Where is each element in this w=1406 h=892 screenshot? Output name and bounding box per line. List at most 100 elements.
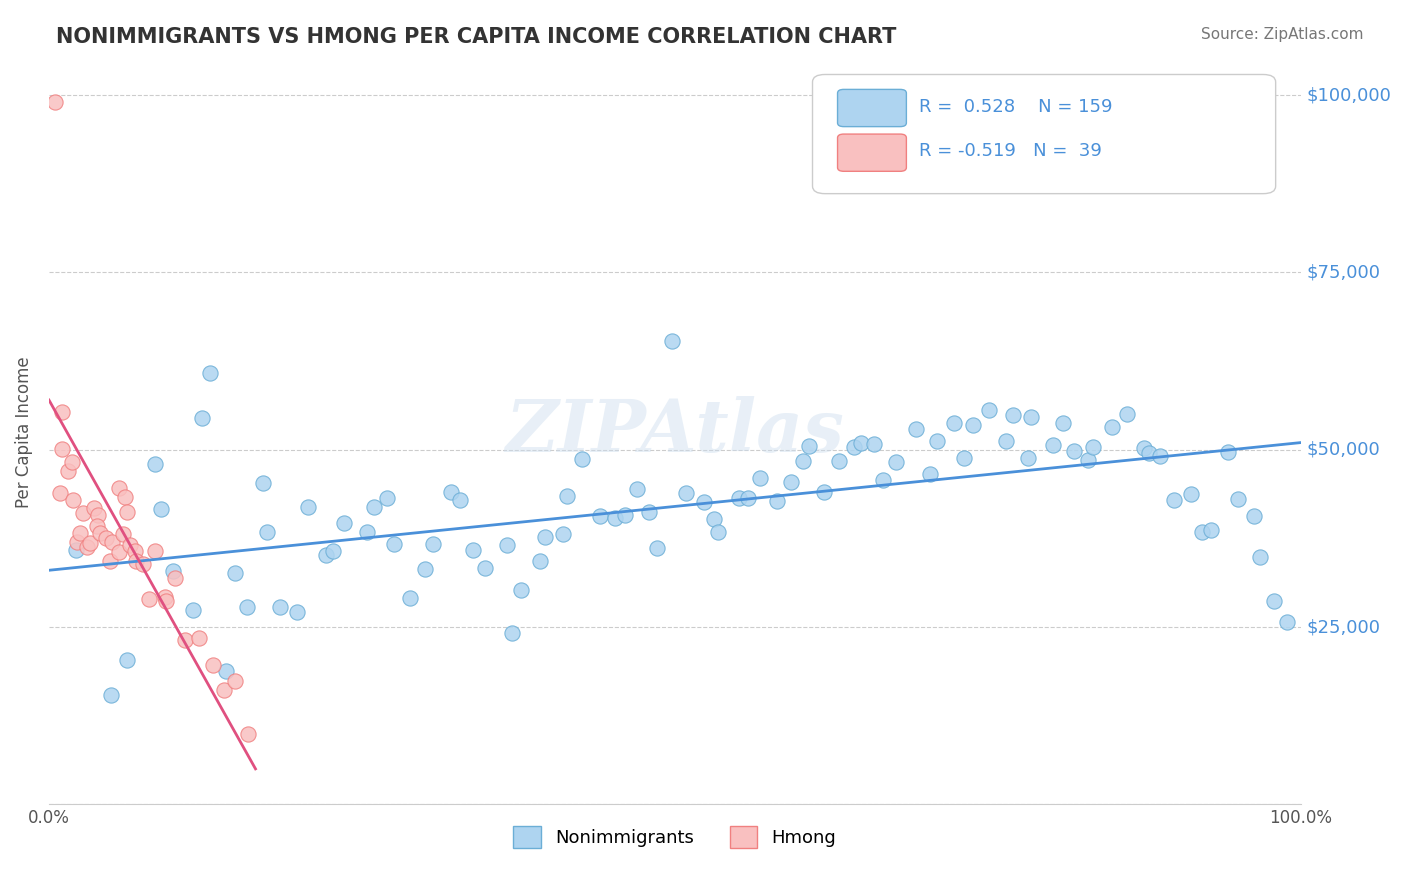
Point bbox=[252, 476, 274, 491]
Point bbox=[149, 502, 172, 516]
Point bbox=[399, 591, 422, 605]
Point bbox=[124, 544, 146, 558]
Point bbox=[1063, 443, 1085, 458]
Point bbox=[44, 95, 66, 109]
Point bbox=[440, 484, 463, 499]
Point bbox=[813, 485, 835, 500]
Point bbox=[173, 633, 195, 648]
Point bbox=[101, 534, 124, 549]
Point bbox=[83, 500, 105, 515]
Point bbox=[363, 500, 385, 514]
Text: R =  0.528    N = 159: R = 0.528 N = 159 bbox=[920, 97, 1112, 116]
Point bbox=[449, 493, 471, 508]
Point bbox=[792, 454, 814, 468]
Point bbox=[51, 442, 73, 457]
Point bbox=[285, 605, 308, 619]
Point bbox=[863, 437, 886, 451]
Text: $25,000: $25,000 bbox=[1308, 618, 1381, 636]
Point bbox=[297, 500, 319, 514]
Point bbox=[927, 434, 949, 449]
Point bbox=[904, 421, 927, 435]
Point bbox=[114, 490, 136, 504]
Point bbox=[60, 455, 83, 469]
Point bbox=[124, 554, 146, 568]
Point bbox=[66, 535, 89, 549]
Point bbox=[118, 538, 141, 552]
Point bbox=[117, 505, 139, 519]
Point bbox=[872, 473, 894, 487]
Point bbox=[953, 451, 976, 466]
Point bbox=[1042, 438, 1064, 452]
Point bbox=[215, 665, 238, 679]
Point bbox=[1199, 523, 1222, 537]
Point bbox=[145, 544, 167, 558]
Point bbox=[202, 658, 225, 673]
Point bbox=[69, 525, 91, 540]
Point bbox=[645, 541, 668, 555]
Point bbox=[315, 549, 337, 563]
FancyBboxPatch shape bbox=[813, 75, 1275, 194]
Point bbox=[79, 536, 101, 550]
Point bbox=[571, 451, 593, 466]
Point bbox=[224, 566, 246, 580]
Point bbox=[1001, 409, 1024, 423]
Point bbox=[181, 603, 204, 617]
Point bbox=[1180, 487, 1202, 501]
Point bbox=[920, 467, 942, 482]
Text: ZIPAtlas: ZIPAtlas bbox=[505, 396, 844, 467]
Point bbox=[1227, 491, 1250, 506]
Point bbox=[1081, 440, 1104, 454]
Point bbox=[162, 564, 184, 578]
Point bbox=[551, 527, 574, 541]
Point bbox=[191, 410, 214, 425]
Point bbox=[1243, 508, 1265, 523]
Point bbox=[65, 543, 87, 558]
Point bbox=[849, 436, 872, 450]
Point bbox=[1017, 450, 1039, 465]
Point bbox=[56, 464, 79, 478]
Point bbox=[1149, 449, 1171, 463]
Point bbox=[356, 524, 378, 539]
Legend: Nonimmigrants, Hmong: Nonimmigrants, Hmong bbox=[506, 818, 844, 855]
Point bbox=[163, 571, 186, 585]
Point bbox=[495, 538, 517, 552]
Point bbox=[463, 542, 485, 557]
Point bbox=[1216, 445, 1239, 459]
FancyBboxPatch shape bbox=[838, 89, 907, 127]
Point bbox=[108, 481, 131, 495]
Point bbox=[1101, 419, 1123, 434]
Point bbox=[214, 682, 236, 697]
Text: $50,000: $50,000 bbox=[1308, 441, 1381, 458]
Point bbox=[382, 537, 405, 551]
Point bbox=[187, 631, 209, 645]
Point bbox=[884, 455, 907, 469]
Point bbox=[661, 334, 683, 348]
Point bbox=[131, 557, 153, 571]
Point bbox=[87, 508, 110, 523]
Point bbox=[1250, 549, 1272, 564]
Point bbox=[94, 532, 117, 546]
Point bbox=[86, 518, 108, 533]
Point bbox=[703, 511, 725, 525]
Point bbox=[76, 540, 98, 554]
Point bbox=[72, 507, 94, 521]
Point bbox=[474, 561, 496, 575]
Point bbox=[269, 599, 291, 614]
Point bbox=[737, 491, 759, 506]
Point bbox=[529, 554, 551, 568]
Point bbox=[693, 495, 716, 509]
Point bbox=[675, 485, 697, 500]
Point bbox=[509, 583, 531, 598]
Point bbox=[1275, 615, 1298, 629]
Point bbox=[1163, 492, 1185, 507]
Point bbox=[138, 592, 160, 607]
Point bbox=[62, 492, 84, 507]
Point bbox=[962, 418, 984, 433]
Point bbox=[501, 626, 523, 640]
Point bbox=[1263, 593, 1285, 607]
Point bbox=[236, 599, 259, 614]
Point bbox=[748, 471, 770, 485]
Text: Source: ZipAtlas.com: Source: ZipAtlas.com bbox=[1201, 27, 1364, 42]
Point bbox=[115, 653, 138, 667]
Point bbox=[780, 475, 803, 489]
